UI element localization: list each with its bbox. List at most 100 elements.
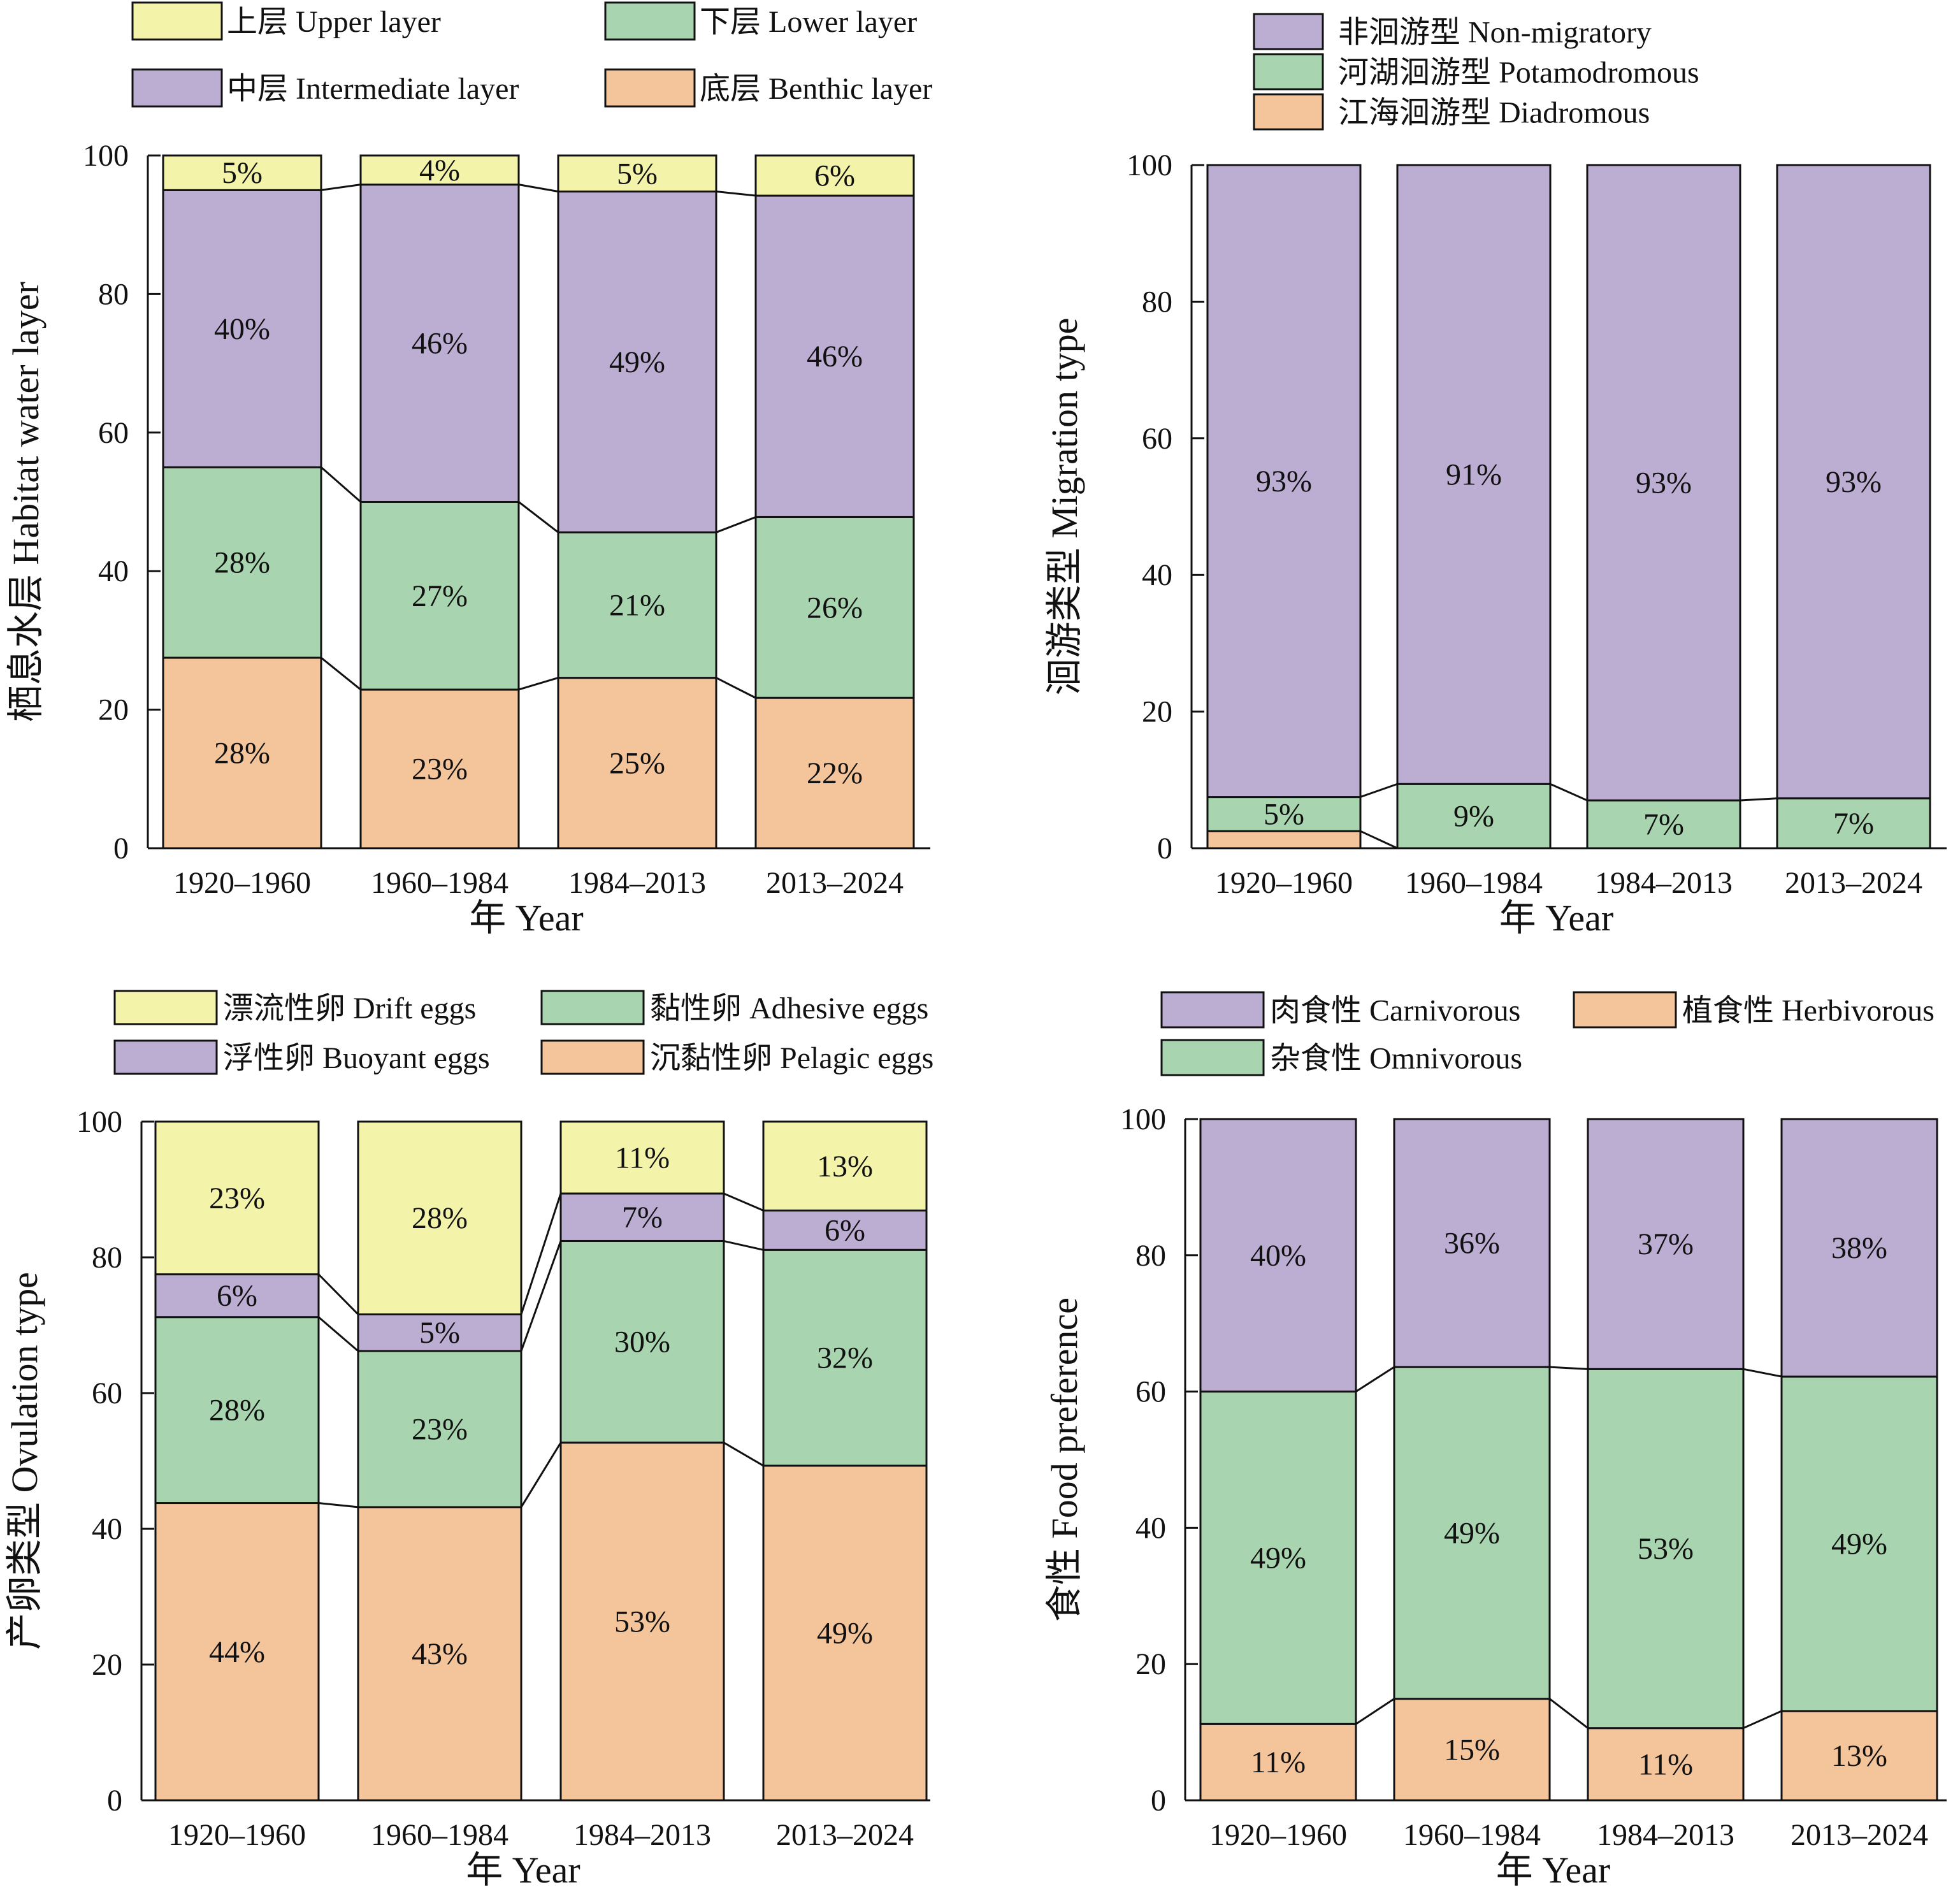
y-tick-label: 100 [1120,1102,1166,1136]
data-label: 11% [615,1141,670,1175]
y-tick-label: 80 [1142,285,1172,319]
y-tick-label: 0 [113,832,129,865]
bar-segment [1206,796,1362,832]
x-axis-title: 年 Year [1499,897,1613,939]
x-tick-label: 1960–1984 [371,866,508,900]
x-tick-label: 1984–2013 [568,866,706,900]
data-label: 93% [1636,466,1692,500]
food-preference-panel: 0 20 40 60 80 100 11% 49% 40% 1920–1960 15% 49% 36% 1… [1044,991,1947,1891]
data-label: 21% [609,588,665,622]
bar-segment [559,1240,725,1444]
x-tick-label: 1920–1960 [1209,1818,1347,1852]
data-label: 49% [1250,1541,1306,1575]
y-axis-title: 产卵类型 Ovulation type [4,1272,45,1650]
data-label: 44% [209,1635,265,1669]
data-label: 28% [214,737,270,770]
y-axis-title: 洄游类型 Migration type [1044,318,1085,696]
connector-line [1355,1366,1395,1392]
bar-segment [557,531,717,679]
legend-label: 植食性 Herbivorous [1682,994,1935,1028]
y-tick-label: 80 [1135,1239,1166,1273]
connector-line [1360,783,1398,799]
connector-line [317,1273,359,1315]
data-label: 23% [412,753,468,786]
bar-segment [1393,1698,1551,1802]
bar-segment [1206,164,1362,799]
bar-segment [559,1192,725,1242]
x-tick-label: 1920–1960 [1215,866,1353,900]
connector-line [723,1240,764,1251]
data-label: 53% [1638,1532,1694,1566]
x-tick-label: 2013–2024 [776,1818,914,1852]
connector-line [1743,1368,1782,1378]
legend-label: 肉食性 Carnivorous [1270,994,1520,1028]
data-label: 15% [1444,1733,1500,1767]
data-label: 6% [814,159,855,193]
y-axis-title: 食性 Food preference [1044,1297,1085,1622]
y-axis-title: 栖息水层 Habitat water layer [5,282,47,722]
connector-line [518,501,559,533]
data-label: 11% [1638,1747,1693,1781]
connector-line [321,466,361,503]
bar-segment [162,466,322,659]
legend-label: 沉黏性卵 Pelagic eggs [650,1041,933,1075]
legend-swatch [540,1039,645,1075]
legend-label: 中层 Intermediate layer [227,72,519,106]
x-tick-label: 2013–2024 [1791,1818,1928,1852]
data-label: 40% [214,312,270,346]
legend-label: 黏性卵 Adhesive eggs [650,992,928,1025]
bar-segment [557,677,717,849]
y-tick-label: 0 [107,1784,122,1818]
data-label: 26% [807,591,863,625]
bar-segment [1199,1391,1357,1725]
data-label: 37% [1638,1227,1694,1261]
y-tick-label: 20 [92,1648,122,1682]
data-label: 7% [1643,807,1684,841]
data-label: 5% [617,157,658,191]
bar-segment [1586,164,1741,802]
y-tick-label: 100 [83,139,129,173]
legend-label: 上层 Upper layer [227,5,441,39]
data-label: 38% [1831,1231,1887,1265]
bar-segment [1586,799,1741,849]
y-tick-label: 40 [1135,1511,1166,1545]
bar-segment [557,191,717,533]
legend-swatch [604,1,696,41]
legend-swatch [113,990,218,1025]
bar-segment [1780,1710,1938,1802]
bar-segment [1393,1366,1551,1700]
connector-line [723,1192,764,1211]
legend-label: 浮性卵 Buoyant eggs [223,1041,490,1075]
data-label: 27% [412,579,468,613]
y-tick-label: 80 [98,277,129,311]
y-tick-label: 100 [1127,148,1172,182]
bar-segment [557,154,717,193]
data-label: 5% [1264,797,1304,831]
data-label: 46% [412,327,468,361]
x-tick-label: 1960–1984 [371,1818,508,1852]
legend-label: 江海洄游型 Diadromous [1338,96,1650,130]
connector-line [1743,1710,1782,1730]
x-tick-label: 1960–1984 [1403,1818,1541,1852]
data-label: 23% [412,1412,468,1446]
legend-label: 杂食性 Omnivorous [1270,1042,1522,1076]
data-label: 5% [419,1316,460,1350]
bar-segment [162,154,322,191]
migration-type-panel: 0 20 40 60 80 100 5% 93% 1920–1960 9% 91% 1960–1984… [1044,13,1947,939]
bar-segment [1396,164,1552,785]
y-tick-label: 20 [1142,695,1172,729]
bar-segment [1780,1118,1938,1378]
y-tick-label: 20 [98,693,129,727]
data-label: 23% [209,1182,265,1215]
data-label: 6% [825,1213,865,1247]
connector-line [1360,830,1398,849]
bar-segment [559,1120,725,1195]
legend-swatch [113,1039,218,1075]
legend-label: 非洄游型 Non-migratory [1338,16,1652,50]
data-label: 28% [214,546,270,580]
y-tick-label: 0 [1157,832,1172,865]
bar-segment [357,1120,522,1315]
legend-swatch [1573,991,1677,1029]
x-axis-title: 年 Year [469,897,583,939]
bar-segment [1587,1368,1745,1730]
